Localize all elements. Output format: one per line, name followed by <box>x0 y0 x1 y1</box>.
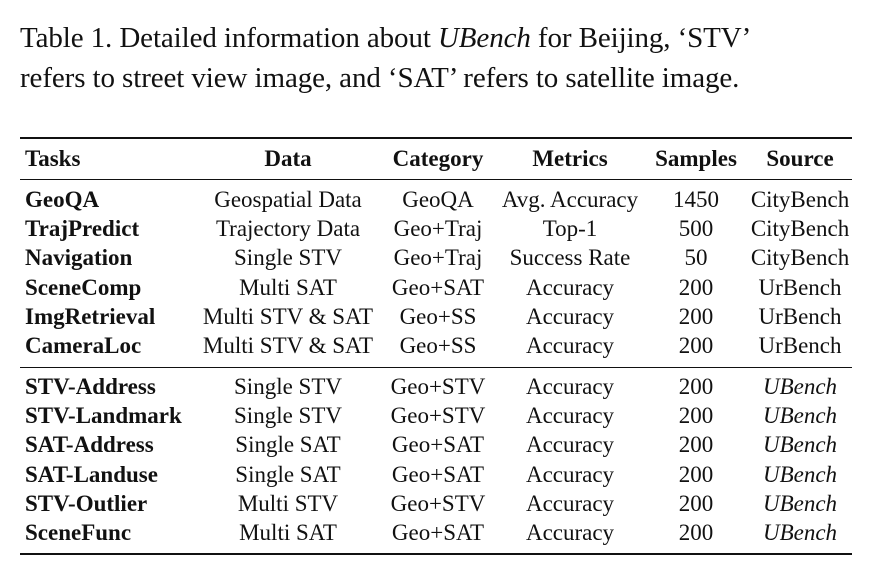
table-row: STV-Outlier Multi STV Geo+STV Accuracy 200 UB… <box>25 490 838 516</box>
caption-line1-post: for Beijing, ‘STV’ <box>530 22 752 54</box>
caption-line1-pre: Table 1. Detailed information about <box>20 22 438 54</box>
table-row: SAT-Landuse Single SAT Geo+SAT Accuracy 200 U… <box>25 461 838 487</box>
cell-task: TrajPredict <box>25 216 140 242</box>
cell-task: STV-Outlier <box>25 490 148 516</box>
cell-task: STV-Address <box>25 374 156 399</box>
table-row: Navigation Single STV Geo+Traj Success Rate… <box>25 245 850 271</box>
caption-line2: refers to street view image, and ‘SAT’ r… <box>20 62 740 94</box>
cell-task: SAT-Landuse <box>25 461 158 487</box>
table-top-rule <box>20 137 852 139</box>
table-caption: Table 1. Detailed information about UBen… <box>20 18 865 98</box>
table-header-rule <box>20 179 852 180</box>
table-row: CameraLoc Multi STV & SAT Geo+SS Accuracy 20… <box>25 333 842 358</box>
table-bottom-rule <box>20 553 852 555</box>
header-tasks: Tasks <box>25 146 81 171</box>
cell-task: SAT-Address <box>25 432 154 458</box>
cell-task: STV-Landmark <box>25 403 182 429</box>
cell-task: CameraLoc <box>25 333 142 358</box>
table-header-row: Tasks Data Category Metrics Samples Sour… <box>25 146 834 171</box>
table-row: SceneFunc Multi SAT Geo+SAT Accuracy 200 UBen… <box>25 520 838 545</box>
table-row: SceneComp Multi SAT Geo+SAT Accuracy 200 UrBe… <box>25 274 842 300</box>
cell-task: SceneComp <box>25 274 142 300</box>
table-row: STV-Landmark Single STV Geo+STV Accuracy 200… <box>25 403 838 429</box>
cell-task: GeoQA <box>25 187 100 212</box>
table-row: GeoQA Geospatial Data GeoQA Avg. Accuracy 14… <box>25 187 850 212</box>
caption-benchmark-name: UBench <box>437 22 531 54</box>
cell-task: SceneFunc <box>25 520 132 545</box>
cell-task: Navigation <box>25 245 133 271</box>
table-row: STV-Address Single STV Geo+STV Accuracy 200 U… <box>25 374 838 399</box>
table-row: ImgRetrieval Multi STV & SAT Geo+SS Accurac… <box>25 303 842 329</box>
table-group-rule <box>20 367 852 368</box>
table-row: TrajPredict Trajectory Data Geo+Traj Top-1 5… <box>25 216 850 242</box>
cell-task: ImgRetrieval <box>25 303 156 329</box>
table-row: SAT-Address Single SAT Geo+SAT Accuracy 200 U… <box>25 432 838 458</box>
